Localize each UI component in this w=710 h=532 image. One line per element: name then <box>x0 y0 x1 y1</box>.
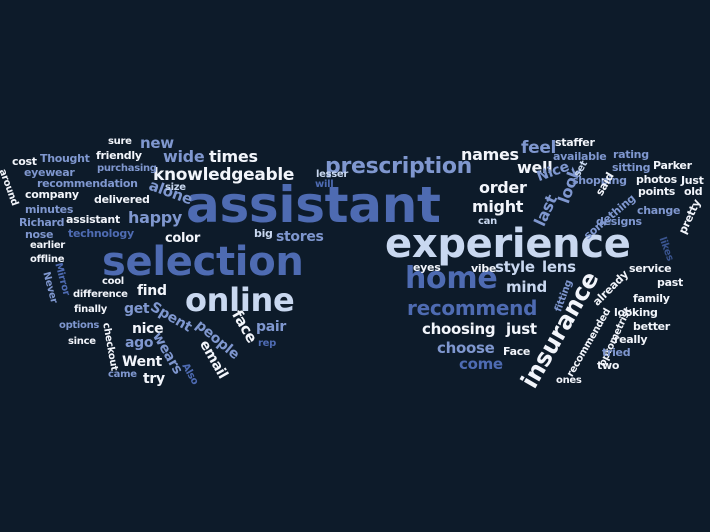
cloud-word: assistant <box>186 176 441 234</box>
cloud-word: choosing <box>422 320 496 338</box>
cloud-word: will <box>315 179 334 190</box>
cloud-word: available <box>553 150 607 163</box>
cloud-word: lens <box>542 258 576 276</box>
cloud-word: eyewear <box>24 166 75 179</box>
cloud-word: mind <box>506 278 547 296</box>
cloud-word: difference <box>73 289 128 300</box>
cloud-word: times <box>209 147 258 166</box>
cloud-word: experience <box>385 221 631 267</box>
cloud-word: can <box>478 216 497 227</box>
cloud-word: since <box>68 336 96 347</box>
cloud-word: color <box>165 231 200 246</box>
cloud-word: assistant <box>66 213 120 226</box>
cloud-word: eyes <box>413 261 441 274</box>
cloud-word: choose <box>437 339 495 357</box>
cloud-word: photos <box>636 173 677 186</box>
cloud-word: ago <box>125 335 154 351</box>
cloud-word: Parker <box>653 159 692 172</box>
cloud-word: looking <box>614 306 658 319</box>
cloud-word: Just <box>681 174 704 187</box>
cloud-word: purchasing <box>97 163 157 174</box>
cloud-word: friendly <box>96 149 142 162</box>
cloud-word: finally <box>74 304 107 315</box>
cloud-word: size <box>165 182 186 193</box>
cloud-word: earlier <box>30 240 65 251</box>
cloud-word: new <box>140 134 174 152</box>
cloud-word: came <box>108 369 137 380</box>
cloud-word: selection <box>102 239 304 285</box>
cloud-word: minutes <box>25 203 74 216</box>
cloud-word: points <box>638 185 676 198</box>
cloud-word: past <box>657 276 683 289</box>
cloud-word: style <box>495 258 535 276</box>
cloud-word: find <box>137 283 167 299</box>
cloud-word: wide <box>163 147 205 166</box>
cloud-word: technology <box>68 227 134 240</box>
cloud-word: old <box>684 185 703 198</box>
cloud-word: Thought <box>40 152 90 165</box>
cloud-word: get <box>124 301 150 317</box>
cloud-word: service <box>629 262 672 275</box>
cloud-word: Richard <box>19 216 65 229</box>
cloud-word: recommendation <box>37 177 138 190</box>
cloud-word: cool <box>102 276 124 287</box>
cloud-word: rating <box>613 148 649 161</box>
cloud-word: family <box>633 292 670 305</box>
cloud-word: feel <box>521 138 557 158</box>
cloud-word: tried <box>602 346 631 359</box>
cloud-word: lesser <box>316 169 349 180</box>
cloud-word: online <box>185 281 295 319</box>
cloud-word: order <box>479 178 527 197</box>
cloud-word: really <box>614 333 648 346</box>
cloud-word: come <box>459 355 503 373</box>
cloud-word: two <box>597 359 620 372</box>
cloud-word: shopping <box>572 174 627 187</box>
cloud-word: likes <box>656 235 676 263</box>
cloud-word: sitting <box>612 161 651 174</box>
cloud-word: stores <box>276 229 324 245</box>
cloud-word: options <box>59 320 100 331</box>
cloud-word: designs <box>596 215 642 228</box>
cloud-word: names <box>461 145 519 164</box>
cloud-word: big <box>254 227 273 240</box>
cloud-word: vibe <box>471 262 497 275</box>
cloud-word: knowledgeable <box>153 165 295 185</box>
cloud-word: nose <box>25 228 54 241</box>
cloud-word: better <box>633 320 670 333</box>
cloud-word: home <box>405 261 498 296</box>
cloud-word: well <box>517 158 553 177</box>
cloud-word: just <box>506 320 537 338</box>
cloud-word: pretty <box>676 197 704 237</box>
cloud-word: ones <box>556 375 582 386</box>
cloud-word: nice <box>132 321 164 337</box>
cloud-word: change <box>637 204 681 217</box>
cloud-word: checkout <box>100 321 120 372</box>
cloud-word: happy <box>128 208 183 227</box>
cloud-word: staffer <box>555 136 595 149</box>
cloud-word: recommend <box>407 296 538 320</box>
cloud-word: might <box>472 197 524 216</box>
cloud-word: try <box>143 371 165 387</box>
cloud-word: cost <box>12 155 37 168</box>
cloud-word: Face <box>503 345 531 358</box>
cloud-word: rep <box>258 338 276 349</box>
cloud-word: around <box>0 167 20 208</box>
cloud-word: delivered <box>94 193 150 206</box>
cloud-word: sure <box>108 136 132 147</box>
cloud-word: prescription <box>325 154 473 179</box>
cloud-word: pair <box>256 319 286 335</box>
cloud-word: company <box>25 188 79 201</box>
cloud-word: Went <box>122 354 162 370</box>
cloud-word: offline <box>30 254 65 265</box>
cloud-word: Also <box>179 361 201 387</box>
